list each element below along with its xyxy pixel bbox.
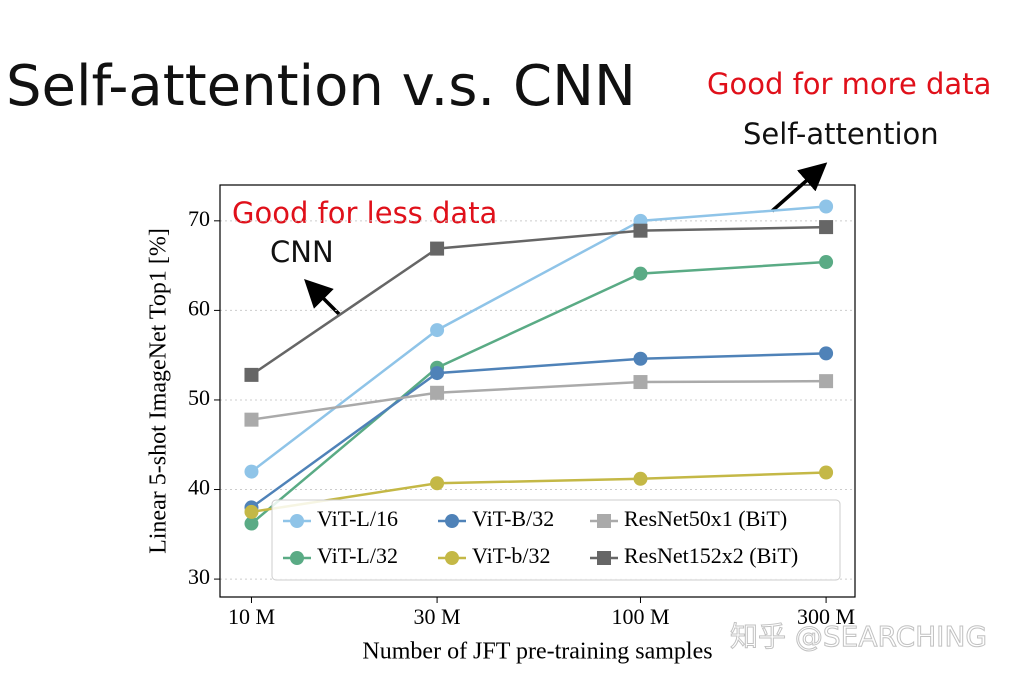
y-tick-label: 60 <box>188 295 210 320</box>
legend-marker <box>597 514 611 528</box>
legend: ViT-L/16 ViT-L/32 ViT-B/32 ViT-b/32 ResNet50… <box>271 499 841 581</box>
annotation: CNN <box>270 235 334 269</box>
marker <box>819 374 834 389</box>
marker <box>633 471 648 486</box>
legend-marker <box>597 551 611 565</box>
arrow <box>304 279 342 317</box>
legend-label: ResNet152x2 (BiT) <box>624 543 798 568</box>
line <box>250 260 827 525</box>
y-tick-label: 30 <box>188 564 210 589</box>
marker <box>244 412 259 427</box>
line <box>250 352 827 509</box>
line <box>251 379 827 421</box>
annotation: Self-attention <box>743 117 939 151</box>
legend-label: ViT-L/16 <box>317 506 398 531</box>
legend-label: ResNet50x1 (BiT) <box>624 506 787 531</box>
line <box>250 205 827 473</box>
x-axis-label: Number of JFT pre-training samples <box>362 639 712 665</box>
marker <box>633 351 648 366</box>
legend-label: ViT-B/32 <box>472 506 554 531</box>
legend-marker <box>290 514 304 528</box>
legend-label: ViT-b/32 <box>472 543 551 568</box>
marker <box>819 255 834 270</box>
x-tick-label: 10 M <box>228 604 275 629</box>
marker <box>430 476 445 491</box>
marker <box>819 199 834 214</box>
legend-label: ViT-L/32 <box>317 543 398 568</box>
marker <box>819 346 834 361</box>
x-tick-label: 300 M <box>797 604 855 629</box>
y-axis-label: Linear 5-shot ImageNet Top1 [%] <box>146 228 172 554</box>
marker <box>633 223 648 238</box>
legend-box <box>271 499 841 581</box>
marker <box>633 375 648 390</box>
y-tick-label: 50 <box>188 385 210 410</box>
marker <box>244 367 259 382</box>
line <box>251 471 827 514</box>
marker <box>244 516 259 531</box>
marker <box>430 366 445 381</box>
annotation: Good for more data <box>707 67 991 101</box>
watermark: 知乎 @SEARCHING <box>730 620 987 653</box>
legend-marker <box>290 551 304 565</box>
marker <box>633 266 648 281</box>
marker <box>430 323 445 338</box>
x-tick-label: 100 M <box>611 604 669 629</box>
annotation: Good for less data <box>232 196 497 230</box>
marker <box>819 465 834 480</box>
y-tick-label: 40 <box>188 475 210 500</box>
arrow <box>770 162 828 213</box>
marker <box>819 220 834 235</box>
marker <box>244 464 259 479</box>
marker <box>430 385 445 400</box>
legend-marker <box>445 551 459 565</box>
y-tick-label: 70 <box>188 206 210 231</box>
plot-frame <box>219 184 856 598</box>
line <box>250 225 827 376</box>
chart: 30 40 50 60 70 10 M 30 M 100 M 300 M Number of JF… <box>146 184 856 665</box>
x-tick-label: 30 M <box>414 604 461 629</box>
marker <box>430 241 445 256</box>
marker <box>244 504 259 519</box>
legend-marker <box>445 514 459 528</box>
slide-title: Self-attention v.s. CNN <box>6 54 636 119</box>
